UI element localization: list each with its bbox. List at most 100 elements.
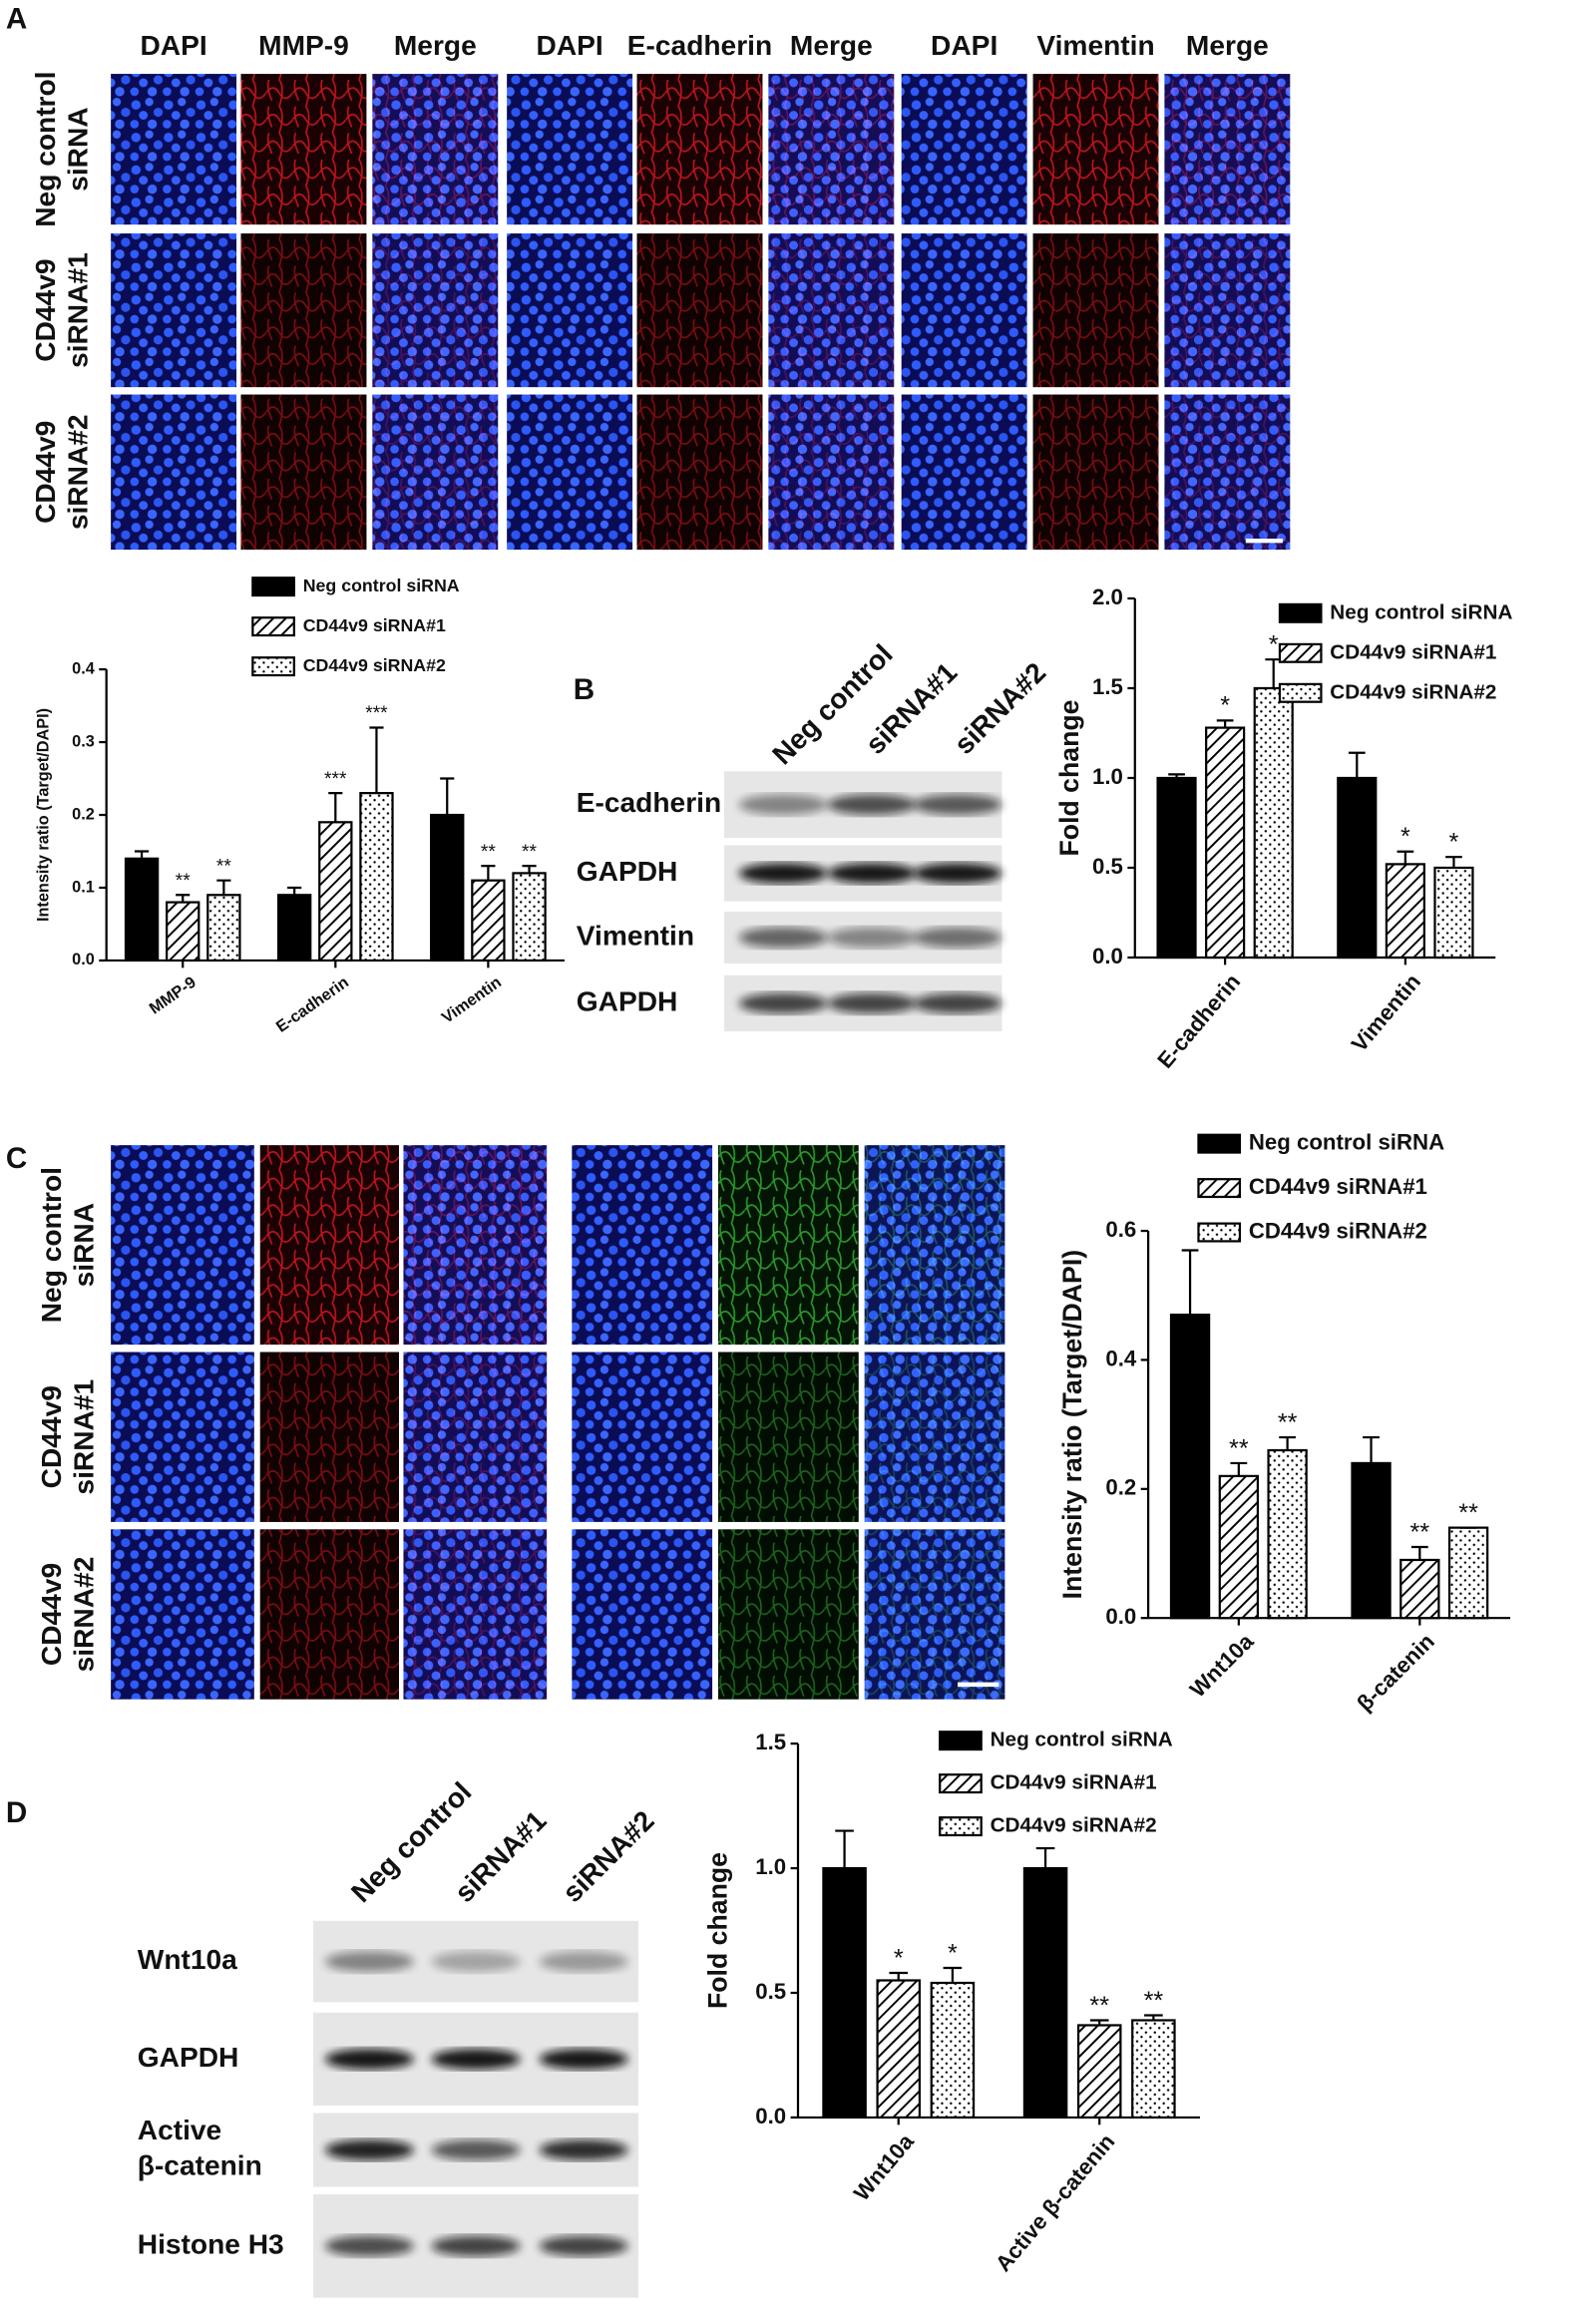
blot-band [827,794,917,816]
micrograph-dim [1032,233,1159,388]
bar [930,1981,976,2120]
blot-row-label: GAPDH [138,2042,239,2073]
bar [1205,726,1246,960]
significance: * [1269,631,1279,659]
legend-swatch [1278,602,1323,623]
blot-band [738,992,828,1014]
bar [512,872,547,963]
error-bar [176,894,191,903]
legend-swatch [939,1816,983,1837]
legend-label: CD44v9 siRNA#2 [1249,1218,1427,1243]
bar [166,901,200,963]
significance: *** [324,769,347,790]
micrograph [240,394,367,551]
blot-band [913,863,1002,884]
image-row-label: CD44v9 [36,1563,67,1666]
x-tick-label: Vimentin [1347,969,1425,1057]
blot-band [913,794,1002,816]
image-row-label: siRNA [68,1203,99,1287]
error-bar [1035,1846,1055,1869]
micrograph [403,1352,548,1522]
micrograph [1164,394,1291,551]
image-row-label: Neg control [30,71,61,226]
error-bar [1230,1461,1248,1476]
error-bar [522,864,537,874]
micrograph-dim [1032,394,1159,551]
y-tick-label: 0.0 [1092,944,1123,968]
error-bar [369,726,384,794]
legend-swatch [1278,642,1323,663]
legend-label: Neg control siRNA [303,576,460,595]
y-tick-label: 0.3 [72,732,95,750]
blot-row-label: β-catenin [138,2150,262,2181]
micrograph [111,74,237,225]
image-row-label: siRNA#2 [68,1557,99,1673]
significance: ** [216,856,231,877]
panel-letter: C [6,1142,27,1175]
micrograph [636,233,763,388]
y-axis-label: Fold change [703,1852,733,2009]
blot-row-label: Histone H3 [138,2228,284,2259]
blot-band [738,863,828,884]
micrograph [259,1352,400,1522]
error-bar [216,879,231,896]
micrograph [1164,74,1291,225]
error-bar [835,1829,854,1869]
x-tick-label: Wnt10a [1185,1628,1259,1702]
bar [430,813,465,963]
image-row-label: siRNA#1 [62,252,93,368]
micrograph [507,233,633,388]
significance: * [1449,829,1459,857]
legend-swatch [251,656,295,677]
significance: ** [1089,1992,1109,2020]
image-column-label: DAPI [537,30,603,61]
significance: ** [1278,1408,1298,1436]
micrograph [636,394,763,551]
micrograph [901,74,1027,225]
micrograph [403,1529,548,1700]
blot-row-label: E-cadherin [577,787,721,818]
legend-label: CD44v9 siRNA#1 [1330,640,1496,663]
error-bar [1363,1435,1380,1463]
error-bar [440,777,455,816]
error-bar [1348,751,1366,778]
error-bar [287,886,302,896]
micrograph-dim [240,233,367,388]
blot-row-label: Active [138,2115,221,2145]
image-row-label: CD44v9 [30,259,61,362]
x-tick-label: E-cadherin [273,973,352,1036]
image-row-label: siRNA#1 [68,1379,99,1495]
error-bar [1279,1435,1297,1451]
error-bar [1089,2019,1109,2026]
bar [1399,1558,1440,1620]
legend-label: Neg control siRNA [1249,1130,1444,1155]
micrograph [901,233,1027,388]
image-row-label: Neg control [36,1167,67,1323]
micrograph [111,233,237,388]
micrograph [259,1529,400,1700]
micrograph [768,233,895,388]
blot-row-label: Vimentin [577,920,694,951]
image-row-label: CD44v9 [30,421,61,524]
micrograph-dim [259,1529,400,1700]
y-tick-label: 1.0 [755,1854,786,1879]
significance: ** [1458,1499,1478,1527]
micrograph [718,1145,859,1346]
y-tick-label: 0.5 [755,1979,786,2004]
bar [1351,1461,1392,1620]
micrograph [768,394,895,551]
blot-band [539,2139,628,2160]
bar [318,821,353,963]
micrograph [111,1145,254,1346]
micrograph [403,1145,548,1346]
y-axis-label: Intensity ratio (Target/DAPI) [35,708,53,922]
micrograph [718,1352,859,1522]
lane-label: siRNA#2 [949,656,1052,760]
error-bar [1445,856,1462,868]
y-tick-label: 0.0 [72,951,95,968]
micrograph [1032,74,1159,225]
y-tick-label: 0.2 [72,805,95,823]
blot-band [431,2049,521,2070]
micrograph-dim [718,1352,859,1522]
